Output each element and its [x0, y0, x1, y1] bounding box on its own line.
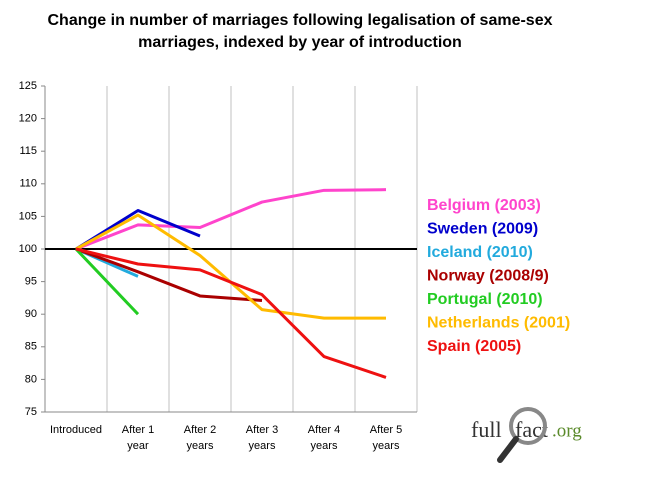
legend-label: Portugal (2010)	[427, 291, 543, 308]
legend-label: Spain (2005)	[427, 338, 521, 355]
legend-label: Sweden (2009)	[427, 221, 538, 238]
y-tick-label: 120	[19, 113, 37, 125]
x-tick-label: After 4 years	[307, 424, 341, 452]
y-tick-label: 125	[19, 80, 37, 92]
legend-label: Norway (2008/9)	[427, 268, 549, 285]
x-tick-label: After 3 years	[245, 424, 279, 452]
y-tick-label: 75	[25, 406, 37, 418]
line	[75, 247, 387, 379]
y-tick-label: 115	[19, 145, 37, 157]
logo-lens	[509, 407, 547, 445]
y-tick-label: 105	[19, 210, 37, 222]
legend-label: Netherlands (2001)	[427, 315, 570, 332]
legend-label: Iceland (2010)	[427, 244, 533, 261]
x-tick-label: After 5 years	[369, 424, 403, 452]
logo-handle	[497, 436, 519, 463]
y-tick-label: 80	[25, 373, 37, 385]
line	[74, 247, 140, 316]
line	[75, 188, 387, 251]
logo-text: .org	[552, 420, 582, 441]
x-tick-label: After 1 year	[121, 424, 155, 452]
x-tick-label: Introduced	[50, 424, 102, 436]
x-tick-label: After 2 years	[183, 424, 217, 452]
y-tick-label: 100	[19, 243, 37, 255]
y-tick-label: 85	[25, 341, 37, 353]
y-tick-label: 90	[25, 308, 37, 320]
y-tick-label: 95	[25, 276, 37, 288]
chart-title: Change in number of marriages following …	[48, 12, 553, 51]
logo-text: full	[471, 417, 502, 442]
logo: full fact .org	[471, 407, 582, 463]
y-tick-label: 110	[19, 178, 37, 190]
legend-label: Belgium (2003)	[427, 197, 541, 214]
line	[75, 247, 263, 303]
